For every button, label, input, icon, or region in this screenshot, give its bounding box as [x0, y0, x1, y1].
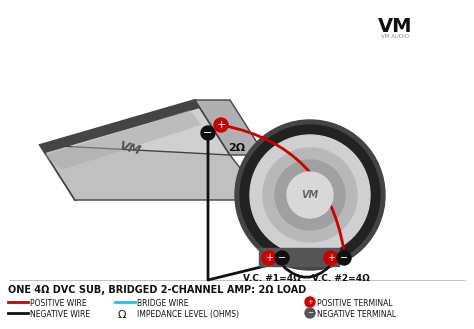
Circle shape	[235, 120, 385, 270]
Text: +: +	[327, 253, 335, 263]
Text: V.C. #2=4Ω: V.C. #2=4Ω	[312, 274, 370, 283]
Circle shape	[201, 126, 215, 140]
Polygon shape	[45, 110, 191, 158]
Text: +: +	[216, 120, 226, 130]
Circle shape	[337, 251, 351, 265]
Text: VM: VM	[301, 190, 319, 200]
Circle shape	[263, 148, 357, 242]
Circle shape	[305, 308, 315, 318]
Text: NEGATIVE TERMINAL: NEGATIVE TERMINAL	[317, 310, 396, 319]
Text: VM: VM	[118, 139, 142, 157]
Text: −: −	[340, 253, 348, 263]
Polygon shape	[40, 145, 265, 200]
Text: VM AUDIO: VM AUDIO	[381, 34, 409, 38]
Text: POSITIVE WIRE: POSITIVE WIRE	[30, 299, 87, 308]
Circle shape	[324, 251, 338, 265]
Text: BRIDGE WIRE: BRIDGE WIRE	[137, 299, 189, 308]
Polygon shape	[40, 100, 200, 153]
Text: POSITIVE TERMINAL: POSITIVE TERMINAL	[317, 299, 392, 308]
Polygon shape	[40, 100, 230, 200]
Bar	[259, 248, 339, 266]
Polygon shape	[60, 122, 201, 170]
Text: −: −	[203, 128, 213, 138]
Circle shape	[275, 160, 345, 230]
Text: −: −	[278, 253, 286, 263]
Polygon shape	[51, 115, 195, 163]
Text: Ω: Ω	[118, 310, 126, 320]
Text: NEGATIVE WIRE: NEGATIVE WIRE	[30, 310, 90, 319]
Text: +: +	[307, 299, 313, 305]
Text: IMPEDANCE LEVEL (OHMS): IMPEDANCE LEVEL (OHMS)	[137, 310, 239, 319]
Polygon shape	[57, 120, 199, 167]
Polygon shape	[195, 100, 265, 155]
Text: VM: VM	[378, 16, 412, 36]
Circle shape	[250, 135, 370, 255]
Text: −: −	[307, 310, 313, 316]
Polygon shape	[54, 117, 197, 165]
Circle shape	[262, 251, 276, 265]
Text: ONE 4Ω DVC SUB, BRIDGED 2-CHANNEL AMP: 2Ω LOAD: ONE 4Ω DVC SUB, BRIDGED 2-CHANNEL AMP: 2…	[8, 285, 306, 295]
Circle shape	[275, 251, 289, 265]
Circle shape	[287, 172, 333, 218]
Polygon shape	[48, 113, 193, 161]
Text: +: +	[265, 253, 273, 263]
Circle shape	[305, 297, 315, 307]
Circle shape	[214, 118, 228, 132]
Text: V.C. #1=4Ω: V.C. #1=4Ω	[243, 274, 301, 283]
Text: 2Ω: 2Ω	[228, 143, 245, 153]
Circle shape	[240, 125, 380, 265]
